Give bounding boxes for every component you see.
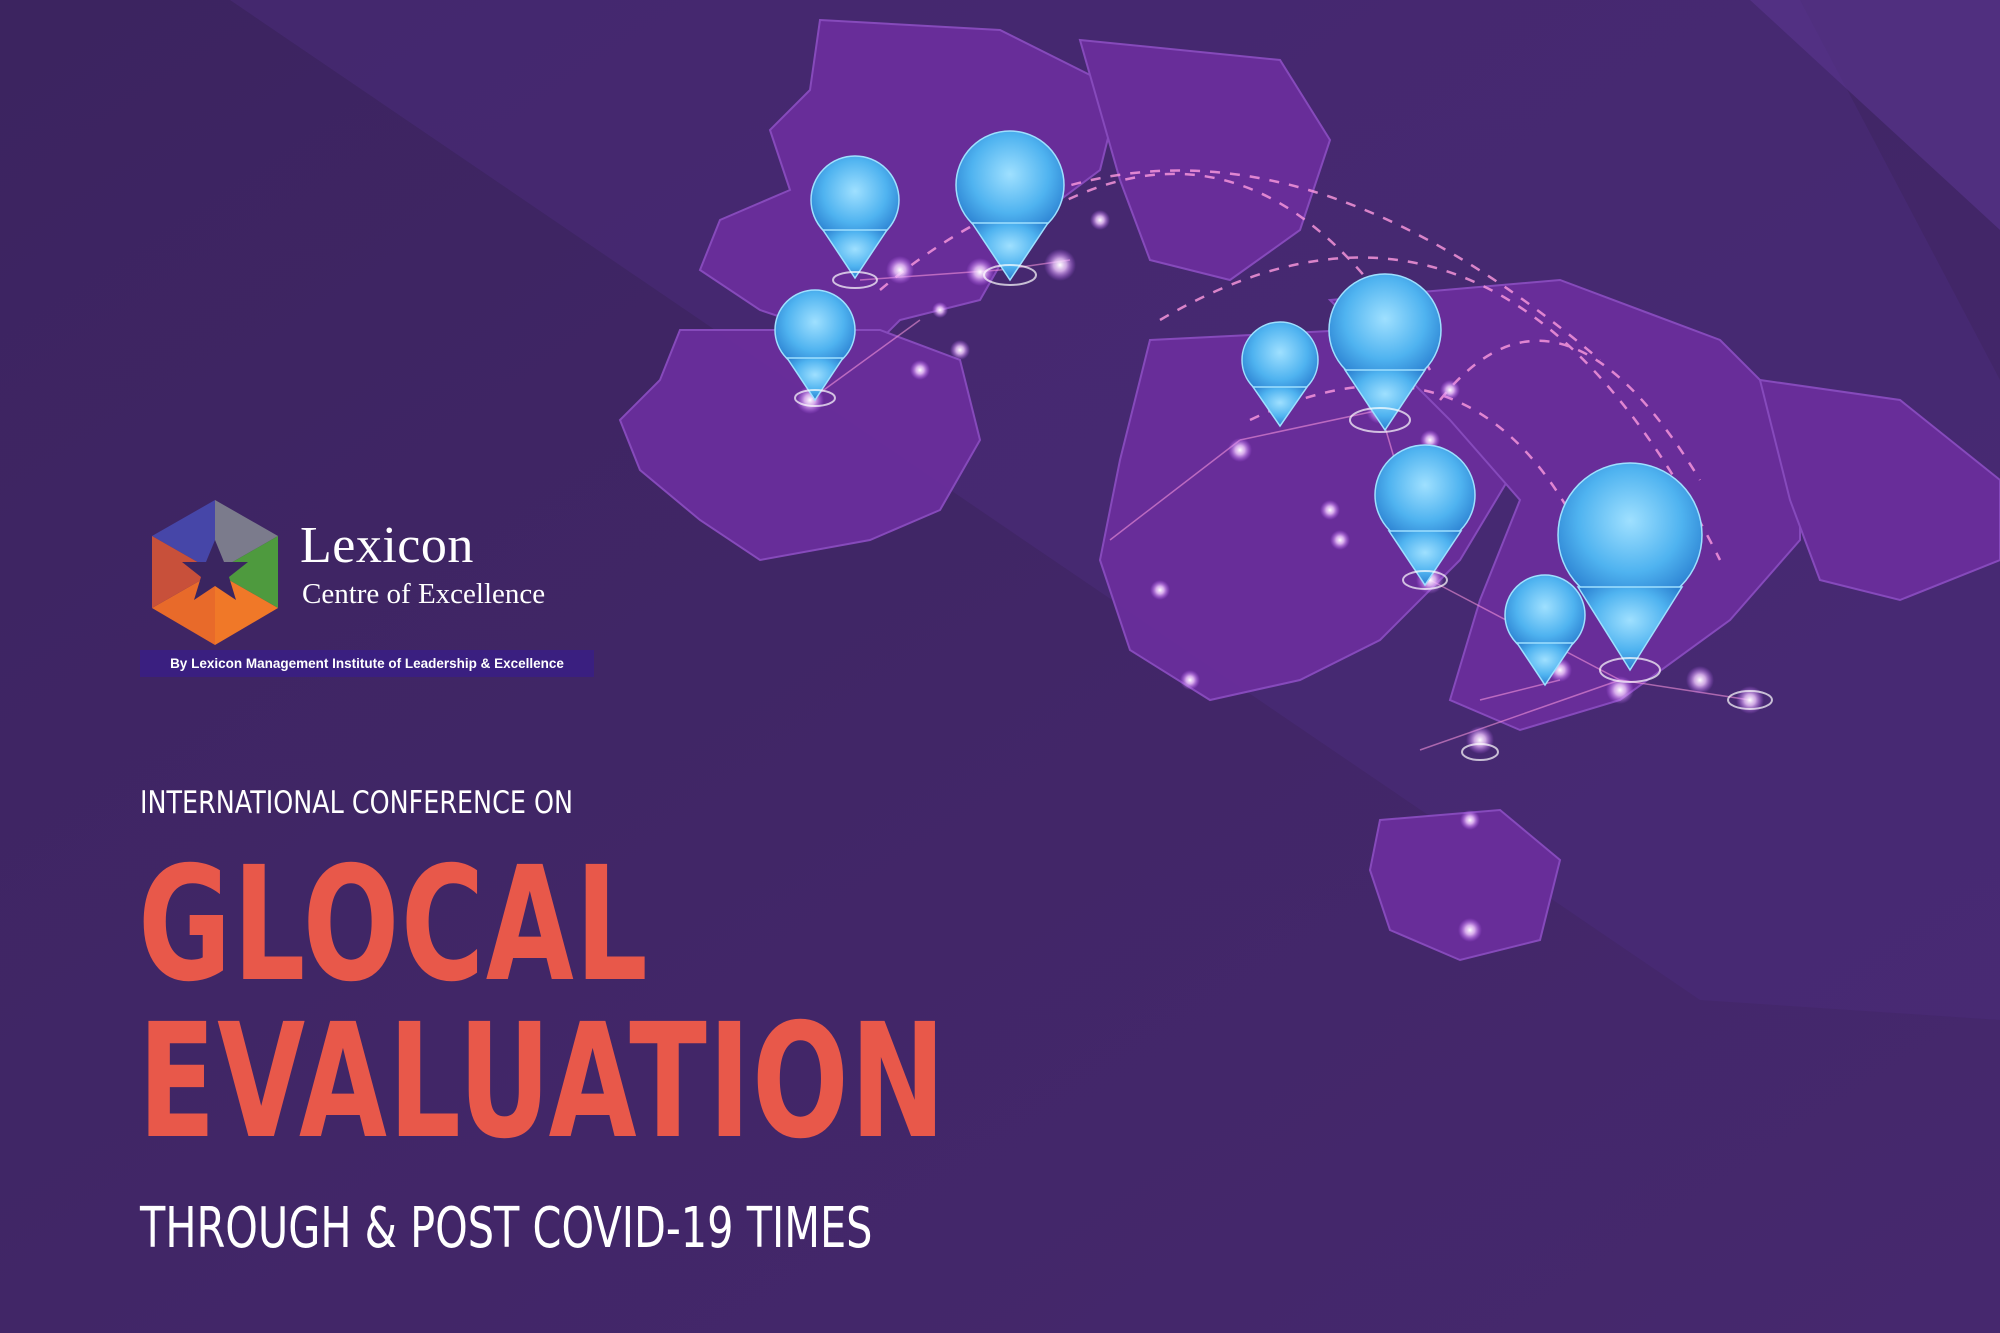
conference-kicker: INTERNATIONAL CONFERENCE ON xyxy=(140,785,573,821)
brand-name: Lexicon xyxy=(300,517,474,574)
brand-strip: By Lexicon Management Institute of Leade… xyxy=(140,650,594,677)
hexagon-star-icon xyxy=(152,500,278,645)
page-subtitle: THROUGH & POST COVID-19 TIMES xyxy=(140,1196,873,1261)
brand-tagline: Centre of Excellence xyxy=(302,578,546,610)
page-title-line-1: GLOCAL xyxy=(138,833,650,1017)
page-title-line-2: EVALUATION xyxy=(138,990,947,1174)
virus-location-pins xyxy=(774,130,1703,687)
lexicon-logo: Lexicon Centre of Excellence By Lexicon … xyxy=(140,500,600,680)
